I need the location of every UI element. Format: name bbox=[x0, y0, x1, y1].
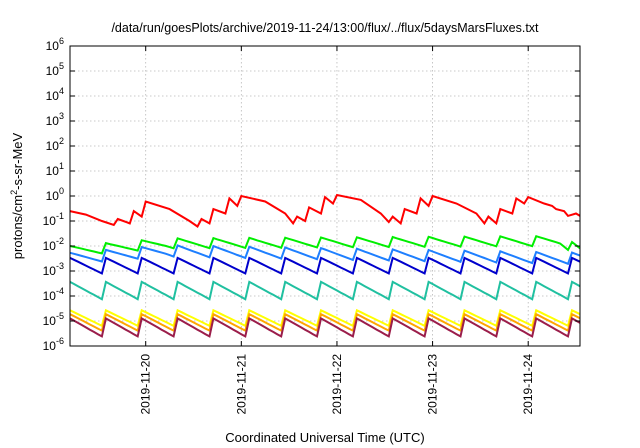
y-tick-base: 10 bbox=[43, 239, 57, 253]
y-tick-base: 10 bbox=[43, 214, 57, 228]
y-tick-label: 10-6 bbox=[43, 336, 64, 353]
series-line-5 bbox=[69, 308, 581, 328]
y-tick-base: 10 bbox=[43, 339, 57, 353]
y-tick-label: 101 bbox=[46, 161, 64, 178]
y-axis-label: protons/cm2-s-sr-MeV bbox=[9, 132, 25, 259]
chart-title: /data/run/goesPlots/archive/2019-11-24/1… bbox=[111, 21, 539, 35]
y-tick-exponent: -4 bbox=[56, 286, 64, 296]
y-tick-base: 10 bbox=[46, 139, 60, 153]
y-axis: 10-610-510-410-310-210-11001011021031041… bbox=[43, 36, 580, 353]
y-tick-label: 104 bbox=[46, 86, 64, 103]
y-tick-label: 102 bbox=[46, 136, 64, 153]
y-tick-exponent: -3 bbox=[56, 261, 64, 271]
series-line-0 bbox=[69, 193, 581, 228]
y-tick-label: 105 bbox=[46, 61, 64, 78]
y-axis-label-part2: -s-sr-MeV bbox=[10, 132, 25, 189]
y-tick-exponent: 2 bbox=[59, 136, 64, 146]
y-tick-label: 106 bbox=[46, 36, 64, 53]
y-tick-label: 10-3 bbox=[43, 261, 64, 278]
x-axis: 2019-11-20 2019-11-21 2019-11-22 2019-11-23… bbox=[139, 46, 535, 415]
y-tick-exponent: 1 bbox=[59, 161, 64, 171]
y-axis-label-exp: 2 bbox=[9, 190, 19, 195]
y-tick-exponent: -2 bbox=[56, 236, 64, 246]
x-tick-label: 2019-11-22 bbox=[330, 354, 344, 415]
y-tick-base: 10 bbox=[46, 164, 60, 178]
x-tick-label: 2019-11-23 bbox=[426, 354, 440, 415]
series-line-6 bbox=[69, 312, 581, 333]
y-tick-base: 10 bbox=[46, 64, 60, 78]
y-tick-base: 10 bbox=[46, 189, 60, 203]
y-tick-exponent: 0 bbox=[59, 186, 64, 196]
y-tick-base: 10 bbox=[46, 39, 60, 53]
y-tick-base: 10 bbox=[46, 114, 60, 128]
y-tick-base: 10 bbox=[46, 89, 60, 103]
y-tick-label: 10-5 bbox=[43, 311, 64, 328]
y-tick-exponent: 3 bbox=[59, 111, 64, 121]
x-tick-label: 2019-11-24 bbox=[521, 354, 535, 415]
y-tick-exponent: -5 bbox=[56, 311, 64, 321]
y-tick-base: 10 bbox=[43, 264, 57, 278]
x-axis-label: Coordinated Universal Time (UTC) bbox=[225, 430, 424, 445]
y-tick-exponent: 5 bbox=[59, 61, 64, 71]
y-tick-exponent: 6 bbox=[59, 36, 64, 46]
y-tick-exponent: -6 bbox=[56, 336, 64, 346]
y-tick-label: 10-4 bbox=[43, 286, 64, 303]
y-tick-base: 10 bbox=[43, 314, 57, 328]
series-line-2 bbox=[69, 244, 581, 266]
y-axis-label-part1: protons/cm bbox=[10, 195, 25, 259]
y-tick-label: 100 bbox=[46, 186, 64, 203]
y-tick-label: 10-2 bbox=[43, 236, 64, 253]
series-layer bbox=[69, 193, 581, 338]
series-line-3 bbox=[69, 256, 581, 275]
y-tick-base: 10 bbox=[43, 289, 57, 303]
series-line-1 bbox=[69, 234, 581, 255]
y-tick-exponent: -1 bbox=[56, 211, 64, 221]
series-line-4 bbox=[69, 280, 581, 301]
x-tick-label: 2019-11-20 bbox=[139, 354, 153, 415]
x-tick-label: 2019-11-21 bbox=[234, 354, 248, 415]
y-tick-exponent: 4 bbox=[59, 86, 64, 96]
y-tick-label: 10-1 bbox=[43, 211, 64, 228]
y-tick-label: 103 bbox=[46, 111, 64, 128]
series-line-7 bbox=[69, 316, 581, 338]
